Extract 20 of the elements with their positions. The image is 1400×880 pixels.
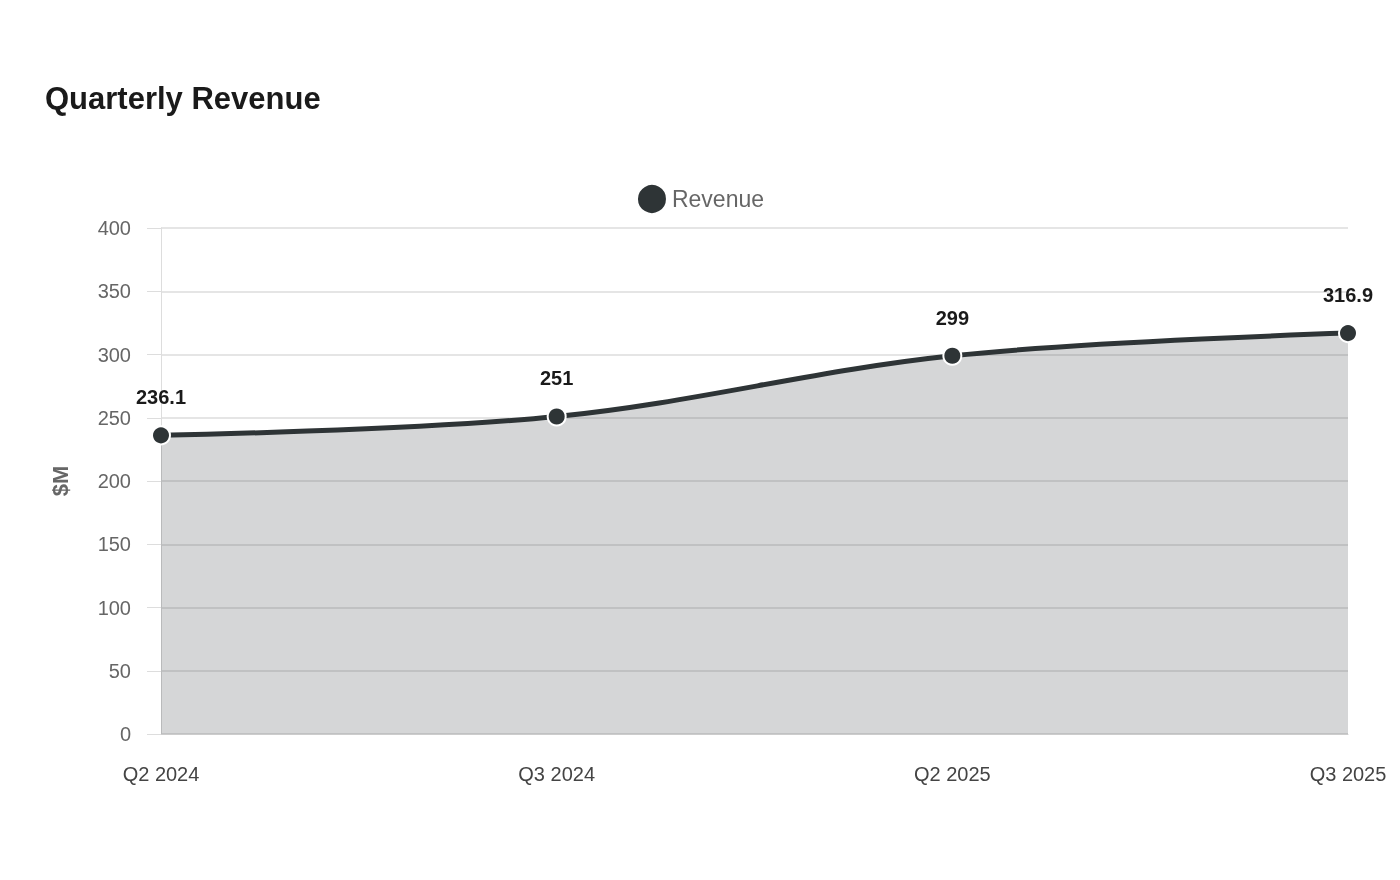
data-label: 251 [539,367,574,390]
data-label: 236.1 [135,386,187,409]
data-label: 316.9 [1322,284,1374,307]
x-tick-label: Q3 2025 [1309,763,1387,785]
data-label: 299 [935,306,970,329]
y-tick-label: 350 [97,280,131,303]
y-tick-label: 100 [97,596,131,619]
x-tick-label: Q2 2025 [913,763,991,785]
x-tick-label: Q2 2024 [122,763,200,785]
y-tick-label: 200 [97,470,131,492]
legend-label: Revenue [671,186,765,212]
y-tick-label: 400 [97,217,131,239]
y-tick-label: 0 [119,723,131,745]
x-tick-label: Q3 2024 [518,763,596,785]
y-tick-label: 150 [97,533,131,556]
y-axis-title: $M [47,465,73,497]
y-tick-label: 50 [108,659,131,682]
chart-title: Quarterly Revenue [45,81,321,116]
y-tick-label: 300 [97,343,131,366]
y-tick-label: 250 [97,406,131,429]
